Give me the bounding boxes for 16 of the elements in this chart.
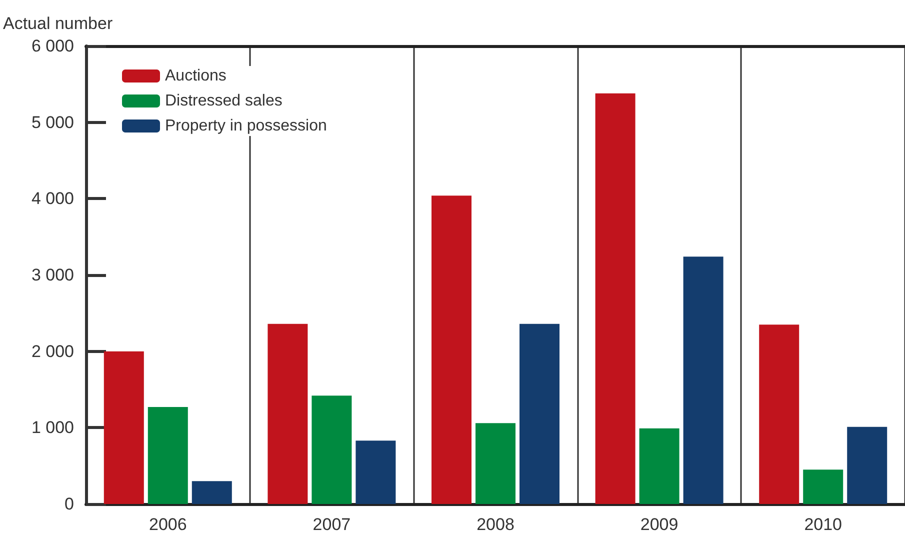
legend-label: Auctions — [165, 68, 226, 84]
y-axis-title: Actual number — [3, 14, 113, 33]
x-tick-label: 2009 — [640, 515, 678, 534]
x-tick-label: 2010 — [804, 515, 842, 534]
y-tick-label: 5 000 — [31, 112, 74, 132]
y-tick-label: 2 000 — [31, 342, 74, 361]
y-tick-label: 6 000 — [31, 36, 74, 56]
x-tick-label: 2008 — [476, 515, 514, 534]
x-tick-label: 2007 — [312, 515, 351, 534]
y-tick-label: 4 000 — [31, 189, 74, 208]
legend-label: Distressed sales — [165, 92, 282, 110]
legend-label: Property in possession — [165, 118, 327, 134]
y-tick-label: 0 — [64, 494, 74, 514]
x-tick-label: 2006 — [148, 515, 187, 534]
y-tick-label: 3 000 — [31, 266, 74, 284]
y-tick-label: 1 000 — [31, 418, 74, 438]
